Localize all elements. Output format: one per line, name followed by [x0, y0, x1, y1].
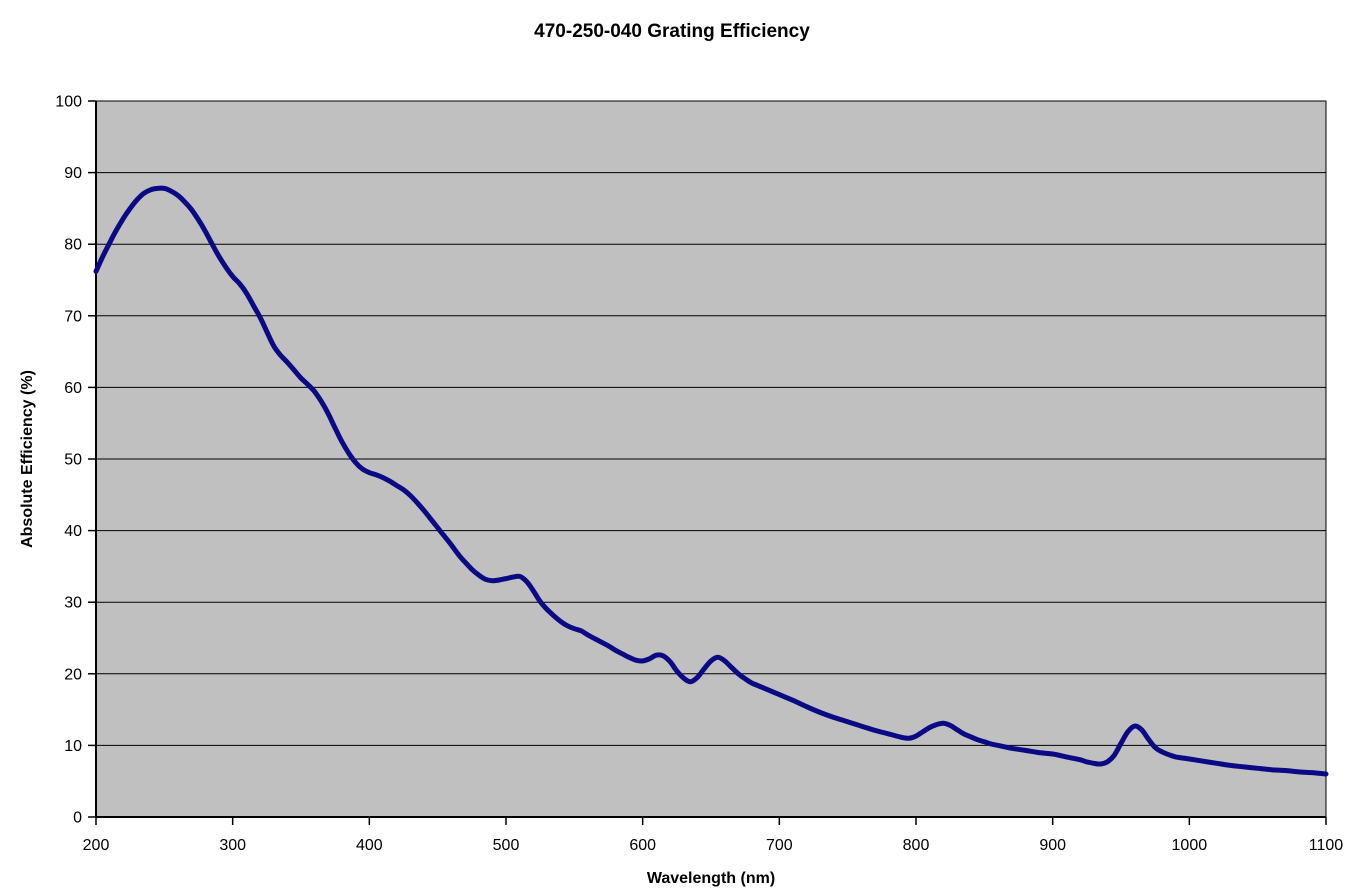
- x-tick-label-1000: 1000: [1172, 837, 1208, 854]
- y-tick-label-30: 30: [64, 595, 82, 612]
- y-tick-label-60: 60: [64, 380, 82, 397]
- x-tick-label-900: 900: [1039, 837, 1066, 854]
- x-tick-label-200: 200: [83, 837, 110, 854]
- y-tick-label-40: 40: [64, 523, 82, 540]
- x-tick-label-300: 300: [219, 837, 246, 854]
- chart-title: 470-250-040 Grating Efficiency: [534, 21, 810, 42]
- plot-layer: 0 10 20 30 40 50 60 70 80 90 100 200 300 400 500 600 700…: [55, 94, 1343, 855]
- x-tick-label-1100: 1100: [1309, 837, 1344, 854]
- x-tick-label-400: 400: [356, 837, 383, 854]
- y-tick-label-100: 100: [55, 94, 82, 111]
- x-tick-label-800: 800: [903, 837, 930, 854]
- y-tick-label-10: 10: [64, 738, 82, 755]
- x-tick-label-600: 600: [629, 837, 656, 854]
- x-tick-label-500: 500: [493, 837, 520, 854]
- y-tick-label-80: 80: [64, 237, 82, 254]
- x-axis-title: Wavelength (nm): [647, 870, 775, 887]
- y-tick-label-90: 90: [64, 165, 82, 182]
- y-tick-label-20: 20: [64, 666, 82, 683]
- x-tick-label-700: 700: [766, 837, 793, 854]
- y-tick-label-0: 0: [73, 810, 82, 827]
- y-axis-title: Absolute Efficiency (%): [19, 370, 36, 548]
- efficiency-curve: [93, 185, 1329, 777]
- y-tick-label-50: 50: [64, 452, 82, 469]
- y-tick-label-70: 70: [64, 308, 82, 325]
